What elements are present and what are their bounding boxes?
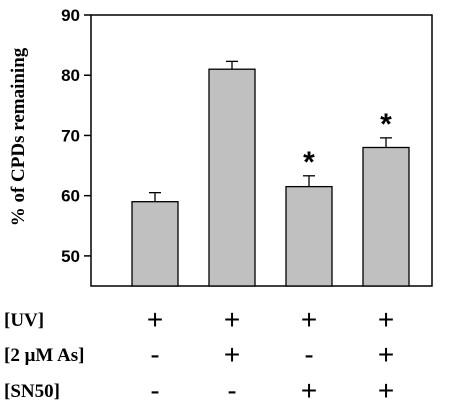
significance-asterisk-3: * xyxy=(303,146,315,179)
significance-asterisk-4: * xyxy=(380,108,392,141)
condition-sign-r1-c2: + xyxy=(224,304,240,335)
y-tick-label-80: 80 xyxy=(61,66,80,85)
condition-sign-r2-c2: + xyxy=(224,339,240,370)
condition-sign-r3-c4: + xyxy=(378,375,394,406)
bars: ** xyxy=(131,60,410,287)
bar-3 xyxy=(285,185,333,287)
condition-sign-r2-c4: + xyxy=(378,339,394,370)
condition-sign-r3-c1: - xyxy=(150,375,159,406)
y-tick-label-90: 90 xyxy=(61,6,80,25)
y-tick-label-60: 60 xyxy=(61,187,80,206)
axes xyxy=(90,14,433,287)
plot-frame xyxy=(90,14,433,287)
condition-label-2: [2 μM As] xyxy=(4,345,84,366)
y-tick-label-50: 50 xyxy=(61,247,80,266)
condition-sign-r3-c2: - xyxy=(227,375,236,406)
condition-label-3: [SN50] xyxy=(4,381,60,402)
y-tick-label-70: 70 xyxy=(61,126,80,145)
y-axis-title: % of CPDs remaining xyxy=(8,47,29,226)
condition-rows: [UV] + + + + [2 μM As] - + - + [SN50] - - + + xyxy=(4,304,394,406)
bar-2 xyxy=(208,68,256,287)
y-ticks: 50 60 70 80 90 xyxy=(61,6,91,266)
condition-sign-r1-c3: + xyxy=(301,304,317,335)
condition-sign-r3-c3: + xyxy=(301,375,317,406)
condition-label-1: [UV] xyxy=(4,310,44,331)
bar-4 xyxy=(362,146,410,287)
bar-1 xyxy=(131,201,179,287)
condition-sign-r1-c4: + xyxy=(378,304,394,335)
condition-sign-r2-c1: - xyxy=(150,339,159,370)
condition-sign-r2-c3: - xyxy=(304,339,313,370)
condition-sign-r1-c1: + xyxy=(147,304,163,335)
